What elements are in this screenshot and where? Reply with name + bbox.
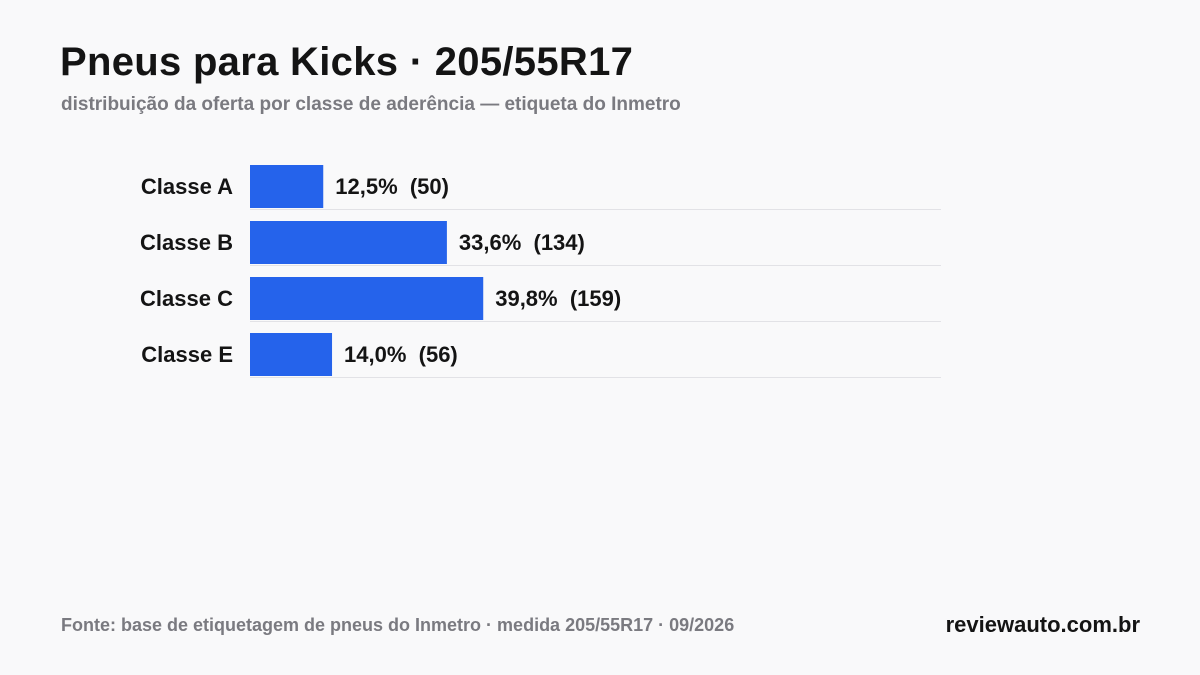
category-label: Classe A — [141, 174, 233, 199]
data-label: 39,8% (159) — [495, 286, 621, 311]
bar-classe-e — [250, 333, 333, 376]
data-label: 12,5% (50) — [335, 174, 449, 199]
category-label: Classe C — [140, 286, 233, 311]
chart-subtitle: distribuição da oferta por classe de ade… — [61, 94, 681, 115]
bar-classe-c — [250, 277, 484, 320]
source-note: Fonte: base de etiquetagem de pneus do I… — [61, 615, 735, 635]
chart-title: Pneus para Kicks · 205/55R17 — [60, 40, 634, 84]
data-label: 33,6% (134) — [459, 230, 585, 255]
bar-classe-a — [250, 165, 324, 208]
category-label: Classe B — [140, 230, 233, 255]
data-label: 14,0% (56) — [344, 342, 458, 367]
category-label: Classe E — [141, 342, 233, 367]
brand-link[interactable]: reviewauto.com.br — [945, 612, 1140, 637]
bar-classe-b — [250, 221, 447, 264]
